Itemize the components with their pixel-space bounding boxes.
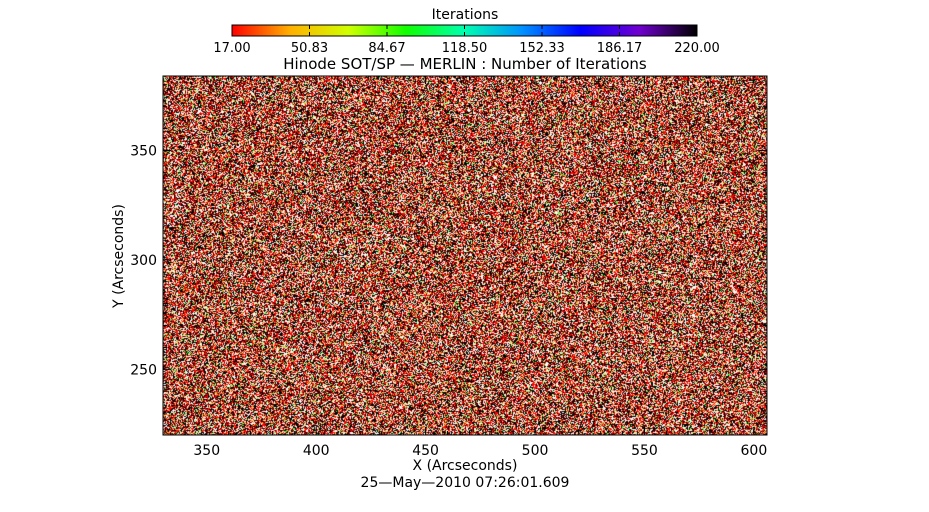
y-axis: 250 300 350: [130, 84, 767, 436]
y-tick-label: 350: [130, 143, 157, 159]
plot-area: [162, 75, 768, 436]
x-axis: 350 400 450 500 550 600: [162, 76, 768, 459]
colorbar-tick-label: 84.67: [368, 41, 405, 56]
plot-frame: [162, 75, 768, 436]
colorbar-tick-label: 50.83: [291, 41, 328, 56]
y-tick-label: 300: [130, 253, 157, 269]
colorbar-tick-label: 220.00: [674, 41, 720, 56]
heatmap-image: [163, 76, 767, 435]
colorbar: Iterations 17.00 50.83 84.67 118.50 152.33 18…: [213, 7, 719, 56]
x-tick-label: 450: [412, 443, 439, 459]
x-tick-label: 550: [631, 443, 658, 459]
colorbar-label: Iterations: [432, 7, 499, 23]
colorbar-tick-label: 118.50: [442, 41, 488, 56]
x-tick-label: 350: [193, 443, 220, 459]
colorbar-tick-label: 152.33: [519, 41, 565, 56]
colorbar-ticks: 17.00 50.83 84.67 118.50 152.33 186.17 220.00: [213, 25, 720, 56]
timestamp: 25—May—2010 07:26:01.609: [361, 475, 570, 491]
chart-title: Hinode SOT/SP — MERLIN : Number of Itera…: [283, 55, 647, 73]
colorbar-tick-label: 186.17: [597, 41, 643, 56]
x-tick-label: 500: [522, 443, 549, 459]
colorbar-tick-label: 17.00: [213, 41, 250, 56]
y-axis-label: Y (Arcseconds): [111, 204, 127, 309]
x-axis-label: X (Arcseconds): [413, 458, 518, 474]
y-tick-label: 250: [130, 362, 157, 378]
x-tick-label: 400: [303, 443, 330, 459]
x-tick-label: 600: [741, 443, 768, 459]
